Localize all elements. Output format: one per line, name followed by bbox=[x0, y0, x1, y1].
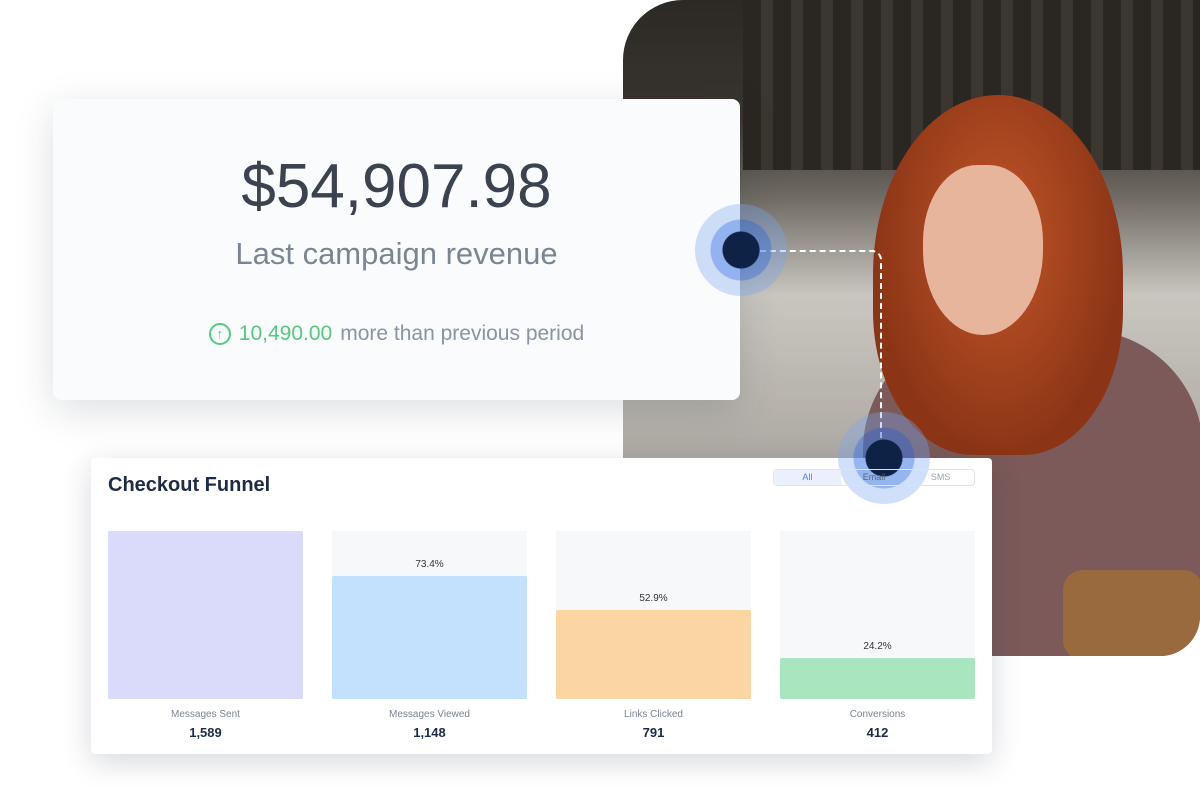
delta-value: 10,490.00 bbox=[238, 322, 333, 345]
funnel-bar bbox=[108, 531, 303, 699]
funnel-stage: 73.4% Messages Viewed 1,148 bbox=[332, 531, 527, 740]
tab-email[interactable]: Email bbox=[862, 472, 886, 482]
stage-value: 1,148 bbox=[413, 725, 446, 740]
funnel-stage: 52.9% Links Clicked 791 bbox=[556, 531, 751, 740]
revenue-label: Last campaign revenue bbox=[235, 236, 558, 271]
stage-label: Conversions bbox=[849, 709, 906, 720]
hotspot-marker bbox=[838, 412, 930, 504]
hotspot-marker bbox=[695, 204, 787, 296]
funnel-track: 73.4% bbox=[332, 531, 527, 699]
stage-label: Messages Sent bbox=[171, 709, 240, 720]
funnel-percent: 52.9% bbox=[639, 593, 668, 605]
funnel-track: 52.9% bbox=[556, 531, 751, 699]
funnel-stage: Messages Sent 1,589 bbox=[108, 531, 303, 740]
channel-tabs: All Email SMS bbox=[773, 469, 975, 486]
stage-value: 412 bbox=[866, 725, 889, 740]
revenue-delta: ↑ 10,490.00 more than previous period bbox=[53, 322, 740, 346]
funnel-stage: 24.2% Conversions 412 bbox=[780, 531, 975, 740]
funnel-title: Checkout Funnel bbox=[108, 474, 271, 496]
connector-line bbox=[760, 250, 882, 440]
stage-label: Links Clicked bbox=[624, 709, 683, 720]
checkout-funnel-card: Checkout Funnel All Email SMS Messages S… bbox=[91, 458, 992, 754]
delta-text: more than previous period bbox=[340, 322, 585, 345]
tab-all[interactable]: All bbox=[774, 470, 841, 485]
tab-sms[interactable]: SMS bbox=[930, 472, 951, 482]
funnel-track: 24.2% bbox=[780, 531, 975, 699]
funnel-percent: 73.4% bbox=[415, 558, 444, 570]
stage-label: Messages Viewed bbox=[389, 709, 470, 720]
funnel-percent: 24.2% bbox=[863, 641, 892, 653]
funnel-bar bbox=[332, 575, 527, 699]
funnel-bar bbox=[556, 610, 751, 699]
stage-value: 791 bbox=[642, 725, 665, 740]
stage-value: 1,589 bbox=[189, 725, 222, 740]
arrow-up-circle-icon: ↑ bbox=[208, 323, 231, 345]
revenue-card: $54,907.98 Last campaign revenue ↑ 10,49… bbox=[53, 99, 740, 400]
funnel-track bbox=[108, 531, 303, 699]
funnel-bar bbox=[780, 658, 975, 699]
revenue-amount: $54,907.98 bbox=[241, 152, 552, 221]
